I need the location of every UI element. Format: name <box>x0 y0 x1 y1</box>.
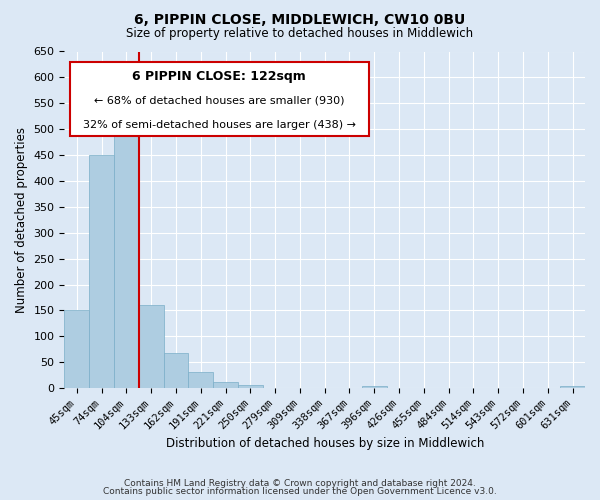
X-axis label: Distribution of detached houses by size in Middlewich: Distribution of detached houses by size … <box>166 437 484 450</box>
Text: ← 68% of detached houses are smaller (930): ← 68% of detached houses are smaller (93… <box>94 96 344 106</box>
Bar <box>164 354 188 388</box>
Text: 6 PIPPIN CLOSE: 122sqm: 6 PIPPIN CLOSE: 122sqm <box>133 70 306 83</box>
Text: 32% of semi-detached houses are larger (438) →: 32% of semi-detached houses are larger (… <box>83 120 356 130</box>
Y-axis label: Number of detached properties: Number of detached properties <box>15 127 28 313</box>
Bar <box>213 382 238 388</box>
Bar <box>362 386 386 388</box>
Text: 6, PIPPIN CLOSE, MIDDLEWICH, CW10 0BU: 6, PIPPIN CLOSE, MIDDLEWICH, CW10 0BU <box>134 12 466 26</box>
Bar <box>114 124 139 388</box>
FancyBboxPatch shape <box>70 62 369 136</box>
Text: Size of property relative to detached houses in Middlewich: Size of property relative to detached ho… <box>127 28 473 40</box>
Bar <box>560 386 585 388</box>
Bar <box>139 306 164 388</box>
Bar <box>64 310 89 388</box>
Bar <box>89 155 114 388</box>
Text: Contains HM Land Registry data © Crown copyright and database right 2024.: Contains HM Land Registry data © Crown c… <box>124 478 476 488</box>
Bar <box>238 384 263 388</box>
Text: Contains public sector information licensed under the Open Government Licence v3: Contains public sector information licen… <box>103 487 497 496</box>
Bar <box>188 372 213 388</box>
